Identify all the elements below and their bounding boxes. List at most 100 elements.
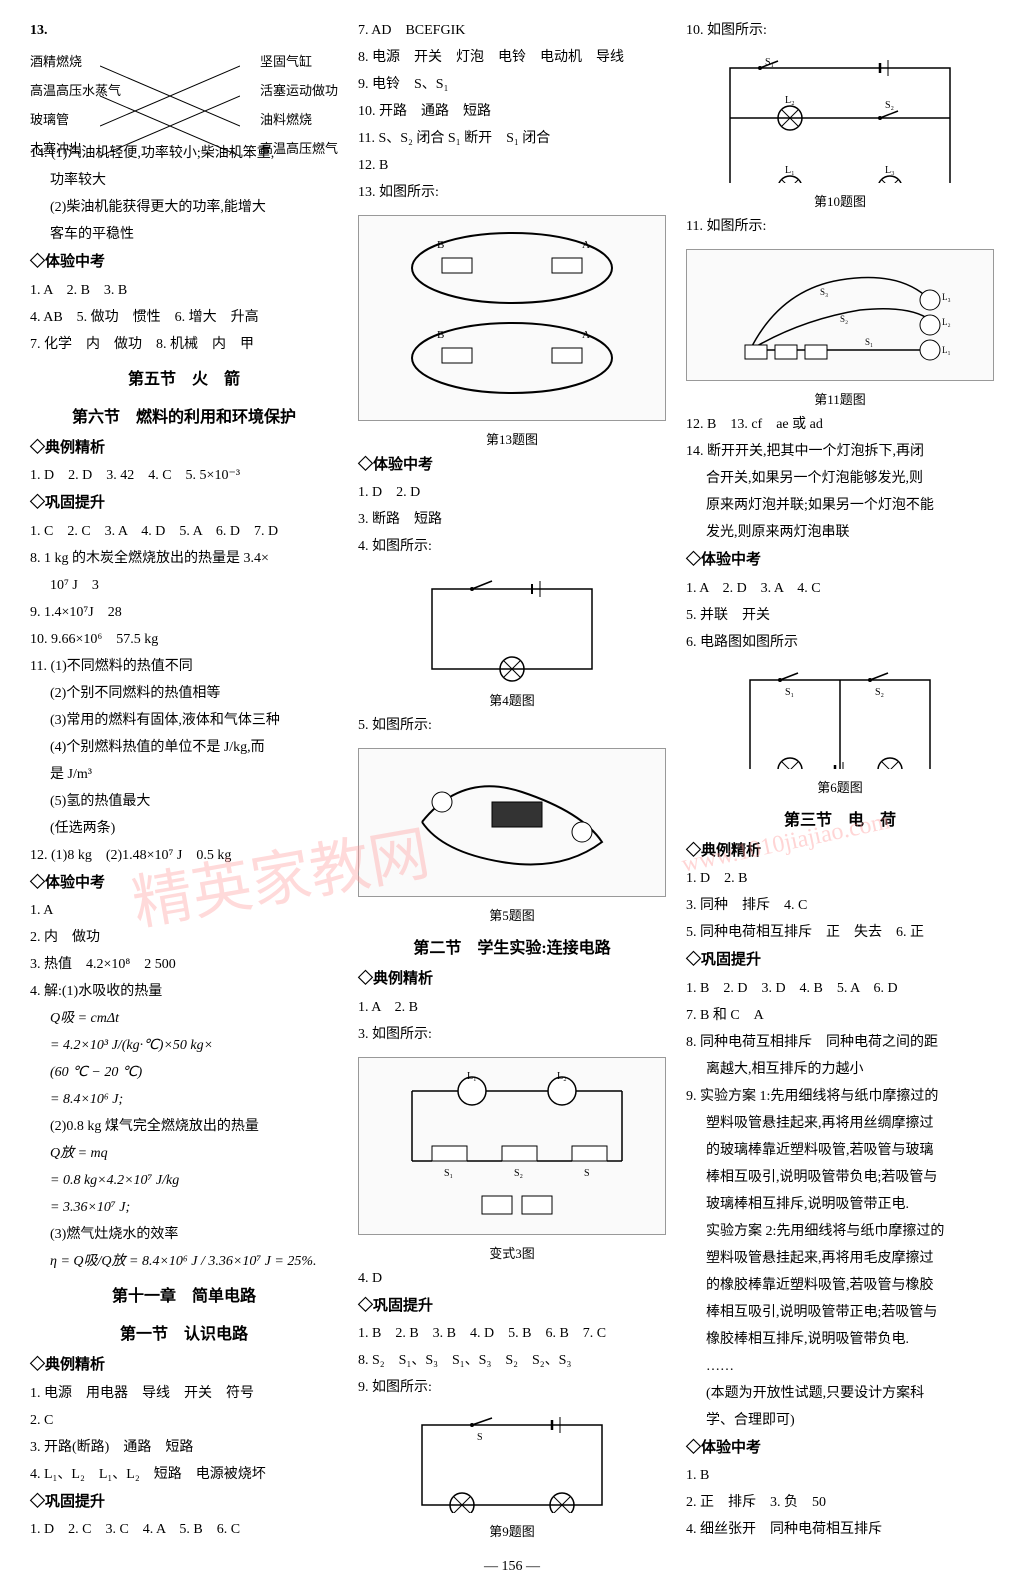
- answer-line: 学、合理即可): [686, 1410, 994, 1431]
- answer-line: (3)燃气灶烧水的效率: [30, 1224, 338, 1245]
- answer-line: 5. 同种电荷相互排斥 正 失去 6. 正: [686, 922, 994, 943]
- tiyan-heading: ◇体验中考: [686, 549, 994, 572]
- cross-label: 坚固气缸: [260, 51, 338, 70]
- tiyan-heading: ◇体验中考: [30, 251, 338, 274]
- dianli-heading: ◇典例精析: [358, 968, 666, 991]
- figure-11-diagram: L₃ L₂ L₁ S₃ S₂ S₁: [686, 249, 994, 381]
- answer-line: 原来两灯泡并联;如果另一个灯泡不能: [686, 495, 994, 516]
- answer-line: 1. B 2. B 3. B 4. D 5. B 6. B 7. C: [358, 1323, 666, 1344]
- answer-line: 3. 如图所示:: [358, 1024, 666, 1045]
- answer-line: 14. 断开开关,把其中一个灯泡拆下,再闭: [686, 441, 994, 462]
- column-3: 10. 如图所示: S₁ L₂ S₂ L₁ L₃ 第10题图 11. 如图所示:: [686, 20, 994, 1540]
- answer-line: 4. 如图所示:: [358, 536, 666, 557]
- answer-line: 实验方案 2:先用细线将与纸巾摩擦过的: [686, 1221, 994, 1242]
- svg-text:S₂: S₂: [840, 314, 848, 324]
- gonggu-heading: ◇巩固提升: [30, 492, 338, 515]
- dianli-heading: ◇典例精析: [30, 1354, 338, 1377]
- gonggu-heading: ◇巩固提升: [30, 1491, 338, 1514]
- answer-line: 1. A 2. B 3. B: [30, 280, 338, 301]
- answer-line: 2. 内 做功: [30, 927, 338, 948]
- answer-line: 发光,则原来两灯泡串联: [686, 522, 994, 543]
- svg-text:L₁: L₁: [467, 1071, 477, 1082]
- answer-line: (本题为开放性试题,只要设计方案科: [686, 1383, 994, 1404]
- answer-line: 1. C 2. C 3. A 4. D 5. A 6. D 7. D: [30, 521, 338, 542]
- answer-line: 1. B 2. D 3. D 4. B 5. A 6. D: [686, 978, 994, 999]
- answer-line: 11. 如图所示:: [686, 216, 994, 237]
- tiyan-heading: ◇体验中考: [686, 1437, 994, 1460]
- svg-text:L₁: L₁: [942, 345, 951, 355]
- figure-5-diagram: [358, 748, 666, 898]
- answer-line: 3. 断路 短路: [358, 509, 666, 530]
- answer-line: (4)个别燃料热值的单位不是 J/kg,而: [30, 737, 338, 758]
- section-11-1-title: 第一节 认识电路: [30, 1320, 338, 1344]
- q13-number: 13.: [30, 20, 338, 41]
- answer-line: 9. 1.4×10⁷J 28: [30, 602, 338, 623]
- bianshi-3-diagram: L₁ L₂ S₁ S₂ S: [358, 1057, 666, 1235]
- cross-label: 活塞运动做功: [260, 80, 338, 99]
- answer-line: (2)个别不同燃料的热值相等: [30, 683, 338, 704]
- gonggu-heading: ◇巩固提升: [358, 1295, 666, 1318]
- formula-line: = 0.8 kg×4.2×10⁷ J/kg: [30, 1170, 338, 1191]
- page-number: — 156 —: [484, 1559, 540, 1575]
- answer-line: 8. 1 kg 的木炭全燃烧放出的热量是 3.4×: [30, 548, 338, 569]
- answer-line: 1. D 2. C 3. C 4. A 5. B 6. C: [30, 1519, 338, 1540]
- answer-line: 11. (1)不同燃料的热值不同: [30, 656, 338, 677]
- answer-line: 橡胶棒相互排斥,说明吸管带负电.: [686, 1329, 994, 1350]
- answer-line: 塑料吸管悬挂起来,再将用丝绸摩擦过: [686, 1113, 994, 1134]
- circuit-drawing-icon: L₃ L₂ L₁ S₃ S₂ S₁: [720, 250, 960, 380]
- figure-6-label: 第6题图: [686, 777, 994, 796]
- answer-line: (2)柴油机能获得更大的功率,能增大: [30, 197, 338, 218]
- answer-line: 合开关,如果另一个灯泡能够发光,则: [686, 468, 994, 489]
- svg-text:L₂: L₂: [942, 317, 951, 327]
- answer-line: 12. B 13. cf ae 或 ad: [686, 414, 994, 435]
- answer-line: 4. D: [358, 1268, 666, 1289]
- answer-line: 10⁷ J 3: [30, 575, 338, 596]
- answer-line: 的橡胶棒靠近塑料吸管,若吸管与橡胶: [686, 1275, 994, 1296]
- answer-line: ……: [686, 1356, 994, 1377]
- circuit-drawing-icon: [382, 752, 642, 892]
- svg-text:S: S: [477, 1432, 483, 1443]
- answer-line: 3. 开路(断路) 通路 短路: [30, 1437, 338, 1458]
- svg-text:B: B: [437, 239, 444, 251]
- figure-13-label: 第13题图: [358, 429, 666, 448]
- cross-right-labels: 坚固气缸 活塞运动做功 油料燃烧 高温高压燃气: [260, 51, 338, 157]
- tiyan-heading: ◇体验中考: [358, 454, 666, 477]
- formula-line: η = Q吸/Q放 = 8.4×10⁶ J / 3.36×10⁷ J = 25%…: [30, 1251, 338, 1272]
- answer-line: 2. C: [30, 1410, 338, 1431]
- dianli-heading: ◇典例精析: [686, 840, 994, 863]
- answer-line: 离越大,相互排斥的力越小: [686, 1059, 994, 1080]
- section-5-title: 第五节 火 箭: [30, 365, 338, 389]
- answer-line: 10. 如图所示:: [686, 20, 994, 41]
- answer-line: 4. L₁、L₂ L₁、L₂ 短路 电源被烧坏: [30, 1464, 338, 1485]
- answer-line: 客车的平稳性: [30, 224, 338, 245]
- answer-line: 10. 开路 通路 短路: [358, 101, 666, 122]
- formula-line: Q吸 = cmΔt: [30, 1008, 338, 1029]
- svg-text:A: A: [582, 329, 590, 341]
- answer-line: 塑料吸管悬挂起来,再将用毛皮摩擦过: [686, 1248, 994, 1269]
- answer-line: 13. 如图所示:: [358, 182, 666, 203]
- svg-text:S₁: S₁: [865, 337, 873, 347]
- figure-4-label: 第4题图: [358, 690, 666, 709]
- formula-line: Q放 = mq: [30, 1143, 338, 1164]
- svg-text:S₁: S₁: [785, 687, 794, 698]
- figure-5-label: 第5题图: [358, 905, 666, 924]
- svg-text:A: A: [582, 239, 590, 251]
- svg-text:L₂: L₂: [557, 1071, 567, 1082]
- answer-line: 1. A 2. B: [358, 997, 666, 1018]
- svg-text:L₁: L₁: [785, 165, 795, 176]
- section-2-title: 第二节 学生实验:连接电路: [358, 934, 666, 958]
- answer-line: 3. 热值 4.2×10⁸ 2 500: [30, 954, 338, 975]
- answer-line: 6. 电路图如图所示: [686, 632, 994, 653]
- svg-text:L₂: L₂: [785, 95, 795, 106]
- figure-13-diagram: A B A B: [358, 215, 666, 421]
- answer-line: 1. A 2. D 3. A 4. C: [686, 578, 994, 599]
- answer-line: 1. B: [686, 1465, 994, 1486]
- answer-line: 4. 解:(1)水吸收的热量: [30, 981, 338, 1002]
- section-6-title: 第六节 燃料的利用和环境保护: [30, 403, 338, 427]
- figure-6-circuit: S₁ S₂: [730, 665, 950, 769]
- formula-line: = 3.36×10⁷ J;: [30, 1197, 338, 1218]
- answer-line: 7. B 和 C A: [686, 1005, 994, 1026]
- answer-line: 玻璃棒相互排斥,说明吸管带正电.: [686, 1194, 994, 1215]
- answer-line: 9. 如图所示:: [358, 1377, 666, 1398]
- cross-label: 高温高压燃气: [260, 138, 338, 157]
